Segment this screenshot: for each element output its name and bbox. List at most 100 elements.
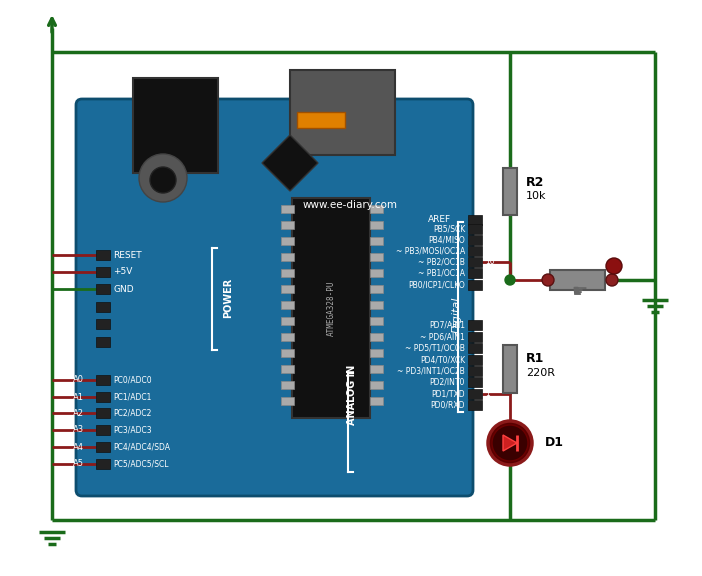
Bar (281, 317, 294, 325)
Text: PC5/ADC5/SCL: PC5/ADC5/SCL (113, 460, 168, 468)
Bar (468, 343, 482, 353)
Bar (96, 442, 110, 452)
Text: ~ PD5/T1/OC0B: ~ PD5/T1/OC0B (405, 343, 465, 353)
Bar (370, 381, 383, 389)
Bar (550, 270, 605, 290)
Text: 1: 1 (485, 389, 490, 399)
Text: ATMEGA328-PU: ATMEGA328-PU (326, 281, 336, 336)
FancyBboxPatch shape (76, 99, 473, 496)
Bar (96, 459, 110, 469)
Text: D1: D1 (545, 437, 564, 449)
Text: PC2/ADC2: PC2/ADC2 (113, 408, 152, 418)
Text: RESET: RESET (113, 251, 142, 260)
Circle shape (488, 421, 532, 465)
Text: ANALOG IN: ANALOG IN (347, 365, 357, 425)
Circle shape (150, 167, 176, 193)
Text: GND: GND (113, 285, 133, 294)
Bar (96, 392, 110, 402)
Bar (96, 375, 110, 385)
Text: PB4/MISO: PB4/MISO (428, 236, 465, 244)
Bar (370, 317, 383, 325)
Circle shape (542, 274, 554, 286)
Text: R1: R1 (526, 353, 544, 366)
Text: ~ PB2/OC1B: ~ PB2/OC1B (418, 257, 465, 267)
Text: 6: 6 (485, 332, 490, 342)
Text: POWER: POWER (223, 278, 233, 318)
Text: ~ PB1/OC1A: ~ PB1/OC1A (418, 268, 465, 278)
Bar (468, 377, 482, 387)
Text: 0: 0 (485, 400, 490, 410)
Bar (468, 320, 482, 330)
Polygon shape (262, 135, 318, 191)
Bar (281, 381, 294, 389)
Text: 11: 11 (485, 247, 494, 256)
Bar (281, 285, 294, 293)
Text: A3: A3 (73, 426, 84, 434)
Bar (281, 333, 294, 341)
Text: 2: 2 (485, 377, 490, 386)
Bar (281, 397, 294, 405)
Text: A0: A0 (73, 376, 84, 385)
Text: PD7/AIN1: PD7/AIN1 (429, 320, 465, 329)
Bar (370, 333, 383, 341)
Bar (468, 215, 482, 225)
Bar (468, 355, 482, 365)
Text: www.ee-diary.com: www.ee-diary.com (303, 200, 397, 210)
Bar (468, 400, 482, 410)
Bar (468, 389, 482, 399)
Bar (96, 425, 110, 435)
Bar (290, 70, 395, 155)
Text: 3: 3 (485, 366, 490, 376)
Text: 10: 10 (485, 257, 495, 267)
Bar (468, 268, 482, 278)
Text: 13: 13 (485, 225, 495, 233)
Bar (281, 301, 294, 309)
Text: PD4/T0/XCK: PD4/T0/XCK (420, 355, 465, 365)
Text: ~ PD6/AIN1: ~ PD6/AIN1 (420, 332, 465, 342)
Bar (468, 235, 482, 245)
Bar (370, 269, 383, 277)
Text: A5: A5 (73, 460, 84, 468)
Bar (297, 112, 345, 128)
Text: 4: 4 (485, 355, 490, 365)
Text: A4: A4 (73, 442, 84, 452)
Bar (133, 78, 218, 173)
Text: 7: 7 (485, 320, 490, 329)
Text: PD0/RXD: PD0/RXD (430, 400, 465, 410)
Text: PC1/ADC1: PC1/ADC1 (113, 392, 152, 401)
Bar (281, 365, 294, 373)
Circle shape (492, 425, 528, 461)
Bar (96, 408, 110, 418)
Bar (370, 397, 383, 405)
Text: PC4/ADC4/SDA: PC4/ADC4/SDA (113, 442, 170, 452)
Text: 220R: 220R (526, 368, 555, 378)
Bar (281, 221, 294, 229)
Text: 5: 5 (485, 343, 490, 353)
Bar (503, 345, 517, 393)
Bar (468, 257, 482, 267)
Text: PD2/INT0: PD2/INT0 (430, 377, 465, 386)
Text: 10k: 10k (526, 191, 546, 201)
Bar (292, 198, 370, 418)
Bar (96, 337, 110, 347)
Bar (281, 205, 294, 213)
Text: A1: A1 (73, 392, 84, 401)
Bar (468, 224, 482, 234)
Circle shape (139, 154, 187, 202)
Bar (96, 319, 110, 329)
Bar (96, 250, 110, 260)
Circle shape (606, 274, 618, 286)
Bar (370, 221, 383, 229)
Text: PB5/SCK: PB5/SCK (432, 225, 465, 233)
Bar (370, 237, 383, 245)
Text: 12: 12 (485, 236, 494, 244)
Bar (370, 349, 383, 357)
Text: PC3/ADC3: PC3/ADC3 (113, 426, 152, 434)
Bar (370, 301, 383, 309)
Circle shape (505, 275, 515, 285)
Text: 9: 9 (485, 268, 490, 278)
Bar (370, 285, 383, 293)
Polygon shape (503, 435, 517, 451)
Bar (370, 365, 383, 373)
Text: ~ PD3/INT1/OC2B: ~ PD3/INT1/OC2B (397, 366, 465, 376)
